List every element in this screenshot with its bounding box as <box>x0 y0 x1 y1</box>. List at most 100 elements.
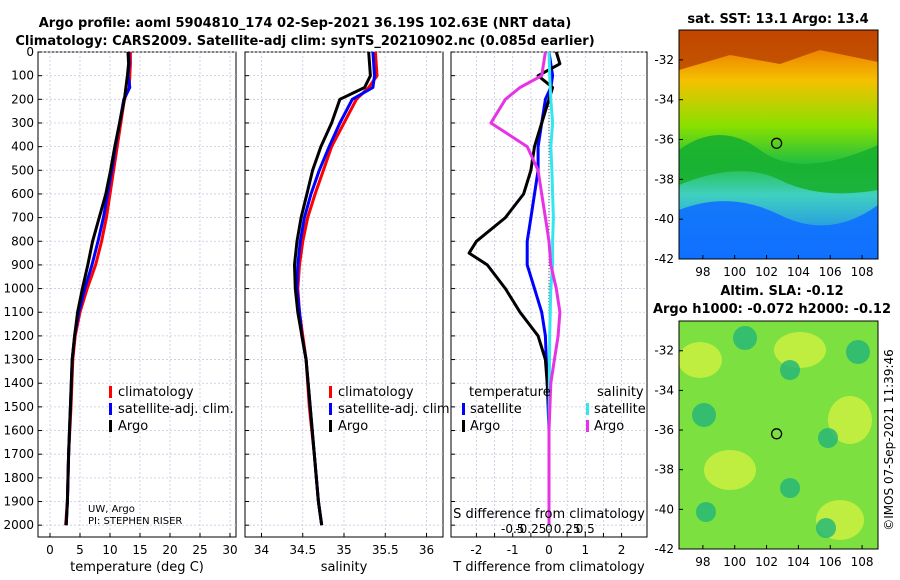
title-line-1: Argo profile: aoml 5904810_174 02-Sep-20… <box>39 16 572 31</box>
y-tick-label: -42 <box>654 542 674 556</box>
x-tick-label: 0 <box>545 543 553 557</box>
temperature-legend: climatology satellite-adj. clim. Argo <box>109 385 234 434</box>
x-tick-label: 36 <box>419 543 434 557</box>
credit-line-1: UW, Argo <box>88 504 135 515</box>
x-tick-label: 108 <box>851 265 874 279</box>
x-tick-label: 10 <box>102 543 117 557</box>
series-argo <box>64 51 131 526</box>
sst-map-panel: sat. SST: 13.1 Argo: 13.4 98 100 102 104 106… <box>654 12 879 279</box>
credit-line-2: PI: STEPHEN RISER <box>88 516 182 527</box>
sst-frame <box>678 29 879 260</box>
legend-temperature-title: temperature <box>469 385 551 400</box>
legend-satellite-adj: satellite-adj. clim. <box>118 402 234 417</box>
legend-climatology: climatology <box>338 385 414 400</box>
legend-marker-s-satellite <box>586 403 589 415</box>
y-tick-label: 100 <box>11 69 34 83</box>
y-tick-label: -40 <box>654 212 674 226</box>
y-tick-label: 1800 <box>3 471 34 485</box>
y-tick-label: -38 <box>654 463 674 477</box>
sla-frame <box>678 320 879 550</box>
sla-title: Altim. SLA: -0.12 <box>720 284 843 299</box>
x-tick-label: 102 <box>755 555 778 569</box>
difference-panel: -2 -1 0 1 2 T difference from climatology S … <box>450 51 648 575</box>
y-tick-label: -34 <box>654 93 674 107</box>
x-tick-label: 100 <box>723 265 746 279</box>
y-tick-label: 500 <box>11 163 34 177</box>
y-tick-label: 900 <box>11 258 34 272</box>
y-tick-label: -40 <box>654 502 674 516</box>
series-t-argo <box>467 51 562 526</box>
sst-title: sat. SST: 13.1 Argo: 13.4 <box>687 12 868 27</box>
argo-location-marker <box>770 137 783 149</box>
temperature-xlabel: temperature (deg C) <box>70 560 204 575</box>
y-tick-label: 1000 <box>3 282 34 296</box>
y-tick-label: -32 <box>654 344 674 358</box>
sst-warm-patch <box>679 30 878 70</box>
s-tick-label: -0.25 <box>515 522 546 536</box>
x-tick-label: -2 <box>470 543 482 557</box>
y-tick-label: 1500 <box>3 400 34 414</box>
y-tick-label: 1700 <box>3 447 34 461</box>
y-tick-label: 2000 <box>3 518 34 532</box>
x-tick-label: 98 <box>695 555 710 569</box>
y-tick-label: 600 <box>11 187 34 201</box>
y-tick-label: -32 <box>654 53 674 67</box>
sla-highs <box>679 332 872 540</box>
x-tick-label: 35.5 <box>372 543 399 557</box>
x-tick-label: 104 <box>787 555 810 569</box>
x-tick-label: 1 <box>581 543 589 557</box>
y-tick-label: 400 <box>11 140 34 154</box>
x-tick-label: 25 <box>192 543 207 557</box>
x-tick-label: 30 <box>222 543 237 557</box>
x-tick-label: 34 <box>254 543 269 557</box>
salinity-panel: 34 34.5 35 35.5 36 salinity climatology sate… <box>244 51 454 575</box>
legend-marker-climatology <box>109 386 112 398</box>
legend-s-satellite: satellite <box>594 402 646 417</box>
x-tick-label: 106 <box>819 265 842 279</box>
s-tick-label: 0.25 <box>554 522 581 536</box>
legend-salinity-title: salinity <box>597 385 644 400</box>
sst-blue-region <box>679 201 878 259</box>
y-tick-label: 1400 <box>3 376 34 390</box>
x-tick-label: 108 <box>851 555 874 569</box>
legend-satellite-adj: satellite-adj. clim. <box>338 402 454 417</box>
legend-marker-t-argo <box>462 420 465 432</box>
sla-map-panel: Altim. SLA: -0.12 Argo h1000: -0.072 h20… <box>653 284 891 569</box>
x-tick-label: 102 <box>755 265 778 279</box>
difference-legend: temperature salinity satellite Argo sate… <box>462 385 646 434</box>
s-tick-label: 0.5 <box>576 522 595 536</box>
y-tick-label: -42 <box>654 252 674 266</box>
legend-marker-argo <box>109 420 112 432</box>
y-tick-label: 1200 <box>3 329 34 343</box>
t-difference-xlabel: T difference from climatology <box>452 560 645 575</box>
legend-marker-satellite <box>109 403 112 415</box>
legend-marker-s-argo <box>586 420 589 432</box>
y-tick-label: 800 <box>11 234 34 248</box>
series-s-argo <box>489 51 562 526</box>
y-tick-label: -38 <box>654 172 674 186</box>
y-tick-label: 1900 <box>3 495 34 509</box>
x-tick-label: 106 <box>819 555 842 569</box>
sst-green-band <box>679 135 878 194</box>
y-tick-label: -36 <box>654 133 674 147</box>
x-tick-label: 100 <box>723 555 746 569</box>
y-tick-label: 1600 <box>3 424 34 438</box>
y-tick-label: 1300 <box>3 353 34 367</box>
legend-argo: Argo <box>118 419 148 434</box>
legend-argo: Argo <box>338 419 368 434</box>
sla-lows <box>692 326 870 538</box>
x-tick-label: 2 <box>618 543 626 557</box>
legend-marker-climatology <box>329 386 332 398</box>
series-argo <box>293 51 372 526</box>
x-tick-label: 34.5 <box>289 543 316 557</box>
x-tick-label: 5 <box>76 543 84 557</box>
x-tick-label: -1 <box>507 543 519 557</box>
x-tick-label: 15 <box>132 543 147 557</box>
salinity-legend: climatology satellite-adj. clim. Argo <box>329 385 454 434</box>
temperature-panel: 0100200300400500600700800900100011001200… <box>3 45 237 575</box>
y-tick-label: 1100 <box>3 305 34 319</box>
title-line-2: Climatology: CARS2009. Satellite-adj cli… <box>15 34 594 49</box>
y-tick-label: 0 <box>26 45 34 59</box>
y-tick-label: 200 <box>11 92 34 106</box>
